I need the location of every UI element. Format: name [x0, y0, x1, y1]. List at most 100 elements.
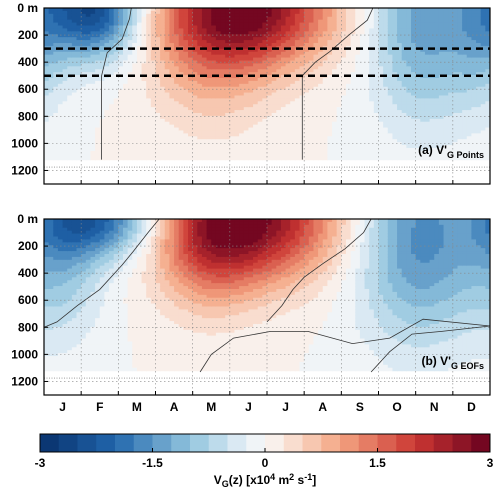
heatmap-cell: [220, 86, 226, 91]
heatmap-cell: [262, 86, 268, 91]
heatmap-cell: [485, 31, 490, 35]
heatmap-cell: [359, 86, 366, 91]
heatmap-cell: [411, 92, 417, 97]
heatmap-cell: [485, 63, 490, 67]
heatmap-cell: [95, 118, 101, 123]
heatmap-cell: [81, 25, 87, 30]
heatmap-cell: [127, 127, 133, 132]
heatmap-cell: [192, 25, 198, 30]
heatmap-cell: [225, 89, 231, 94]
heatmap-cell: [308, 130, 315, 134]
heatmap-cell: [471, 95, 477, 99]
heatmap-cell: [155, 8, 161, 12]
heatmap-cell: [220, 10, 226, 15]
heatmap-cell: [462, 92, 468, 97]
heatmap-cell: [322, 145, 328, 149]
heatmap-cell: [318, 156, 324, 161]
heatmap-cell: [276, 115, 282, 120]
heatmap-cell: [113, 63, 119, 67]
heatmap-cell: [53, 72, 59, 76]
heatmap-cell: [53, 139, 59, 143]
heatmap-cell: [415, 118, 421, 123]
heatmap-cell: [71, 121, 78, 126]
heatmap-cell: [355, 156, 361, 161]
heatmap-cell: [109, 80, 115, 85]
heatmap-cell: [299, 42, 305, 47]
heatmap-cell: [485, 8, 490, 12]
heatmap-cell: [313, 133, 319, 137]
heatmap-cell: [136, 136, 143, 140]
heatmap-cell: [220, 77, 226, 82]
heatmap-cell: [253, 80, 259, 85]
heatmap-cell: [355, 54, 361, 59]
heatmap-cell: [336, 127, 342, 132]
heatmap-cell: [253, 66, 259, 70]
heatmap-cell: [369, 115, 375, 120]
heatmap-cell: [76, 101, 82, 105]
heatmap-cell: [85, 86, 92, 91]
heatmap-cell: [383, 150, 389, 155]
heatmap-cell: [57, 69, 64, 73]
heatmap-cell: [174, 40, 180, 44]
heatmap-cell: [438, 98, 445, 102]
heatmap-cell: [127, 77, 133, 82]
heatmap-cell: [127, 34, 133, 38]
heatmap-cell: [401, 83, 407, 88]
heatmap-cell: [155, 95, 161, 99]
heatmap-cell: [345, 16, 352, 21]
heatmap-cell: [122, 101, 129, 105]
heatmap-cell: [322, 42, 328, 47]
heatmap-cell: [387, 83, 394, 88]
heatmap-cell: [169, 10, 175, 15]
heatmap-cell: [104, 136, 110, 140]
heatmap-cell: [160, 107, 166, 111]
heatmap-cell: [113, 92, 119, 97]
heatmap-cell: [322, 121, 328, 126]
heatmap-cell: [146, 28, 152, 32]
heatmap-cell: [76, 150, 82, 155]
heatmap-cell: [411, 95, 417, 99]
heatmap-cell: [229, 48, 236, 53]
heatmap-cell: [220, 95, 226, 99]
heatmap-cell: [234, 22, 240, 27]
heatmap-cell: [332, 101, 338, 105]
heatmap-cell: [150, 8, 157, 12]
heatmap-cell: [211, 104, 217, 108]
heatmap-cell: [90, 153, 96, 158]
heatmap-cell: [299, 57, 305, 62]
heatmap-cell: [355, 16, 361, 21]
heatmap-cell: [48, 98, 54, 102]
heatmap-cell: [160, 150, 166, 155]
heatmap-cell: [160, 147, 166, 152]
heatmap-cell: [401, 142, 407, 146]
heatmap-cell: [350, 40, 356, 44]
heatmap-cell: [122, 22, 129, 27]
heatmap-cell: [62, 147, 68, 152]
heatmap-cell: [276, 86, 282, 91]
heatmap-cell: [206, 139, 212, 143]
heatmap-cell: [90, 104, 96, 108]
heatmap-cell: [225, 28, 231, 32]
heatmap-cell: [44, 110, 50, 114]
heatmap-cell: [387, 22, 394, 27]
heatmap-cell: [304, 112, 310, 117]
heatmap-cell: [476, 80, 482, 85]
heatmap-cell: [462, 86, 468, 91]
heatmap-cell: [448, 104, 454, 108]
heatmap-cell: [411, 31, 417, 35]
heatmap-cell: [434, 83, 440, 88]
heatmap-cell: [239, 89, 245, 94]
heatmap-cell: [411, 153, 417, 158]
heatmap-cell: [304, 8, 310, 12]
heatmap-cell: [373, 110, 380, 114]
heatmap-cell: [141, 77, 147, 82]
heatmap-cell: [141, 16, 147, 21]
heatmap-cell: [109, 72, 115, 76]
heatmap-cell: [411, 101, 417, 105]
heatmap-cell: [262, 127, 268, 132]
heatmap-cell: [471, 22, 477, 27]
heatmap-cell: [160, 48, 166, 53]
heatmap-cell: [234, 156, 240, 161]
heatmap-cell: [415, 8, 421, 12]
heatmap-cell: [345, 133, 352, 137]
